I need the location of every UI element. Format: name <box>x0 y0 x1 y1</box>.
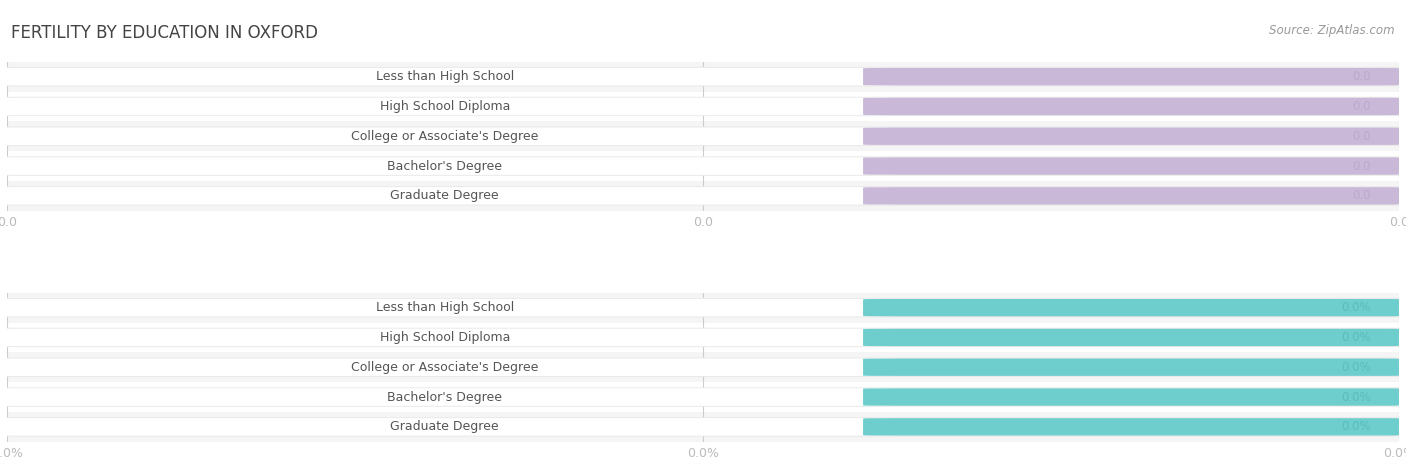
FancyBboxPatch shape <box>0 97 1406 116</box>
FancyBboxPatch shape <box>0 358 1406 377</box>
Text: 0.0: 0.0 <box>1353 100 1371 113</box>
FancyBboxPatch shape <box>863 389 1399 406</box>
Text: 0.0: 0.0 <box>1353 130 1371 143</box>
Text: 0.0%: 0.0% <box>1341 420 1371 433</box>
FancyBboxPatch shape <box>0 157 894 175</box>
Text: High School Diploma: High School Diploma <box>380 331 510 344</box>
FancyBboxPatch shape <box>0 387 1406 407</box>
Bar <box>7 62 1399 92</box>
Text: Graduate Degree: Graduate Degree <box>391 420 499 433</box>
Text: 0.0%: 0.0% <box>1341 390 1371 404</box>
FancyBboxPatch shape <box>0 388 894 406</box>
Text: College or Associate's Degree: College or Associate's Degree <box>352 130 538 143</box>
FancyBboxPatch shape <box>863 157 1399 175</box>
Bar <box>7 293 1399 323</box>
FancyBboxPatch shape <box>863 68 1399 86</box>
FancyBboxPatch shape <box>863 329 1399 346</box>
FancyBboxPatch shape <box>0 187 894 205</box>
FancyBboxPatch shape <box>0 127 894 145</box>
Text: 0.0%: 0.0% <box>1341 301 1371 314</box>
FancyBboxPatch shape <box>0 418 894 436</box>
FancyBboxPatch shape <box>0 298 1406 317</box>
Bar <box>7 382 1399 412</box>
FancyBboxPatch shape <box>0 126 1406 146</box>
Text: FERTILITY BY EDUCATION IN OXFORD: FERTILITY BY EDUCATION IN OXFORD <box>11 24 318 42</box>
FancyBboxPatch shape <box>863 187 1399 205</box>
Text: Less than High School: Less than High School <box>375 70 515 83</box>
FancyBboxPatch shape <box>863 299 1399 316</box>
Bar <box>7 323 1399 352</box>
FancyBboxPatch shape <box>0 68 894 86</box>
FancyBboxPatch shape <box>0 359 894 376</box>
FancyBboxPatch shape <box>863 98 1399 115</box>
Bar <box>7 181 1399 211</box>
FancyBboxPatch shape <box>0 417 1406 437</box>
Text: 0.0: 0.0 <box>1353 160 1371 172</box>
FancyBboxPatch shape <box>0 98 894 115</box>
Text: 0.0%: 0.0% <box>1341 331 1371 344</box>
Bar <box>7 151 1399 181</box>
FancyBboxPatch shape <box>0 328 1406 347</box>
Text: 0.0: 0.0 <box>1353 70 1371 83</box>
Text: High School Diploma: High School Diploma <box>380 100 510 113</box>
FancyBboxPatch shape <box>863 359 1399 376</box>
Text: Bachelor's Degree: Bachelor's Degree <box>387 160 502 172</box>
Text: Graduate Degree: Graduate Degree <box>391 190 499 202</box>
Text: 0.0%: 0.0% <box>1341 361 1371 374</box>
FancyBboxPatch shape <box>863 128 1399 145</box>
Bar <box>7 352 1399 382</box>
Text: Less than High School: Less than High School <box>375 301 515 314</box>
FancyBboxPatch shape <box>863 418 1399 436</box>
FancyBboxPatch shape <box>0 329 894 346</box>
FancyBboxPatch shape <box>0 299 894 316</box>
Bar <box>7 92 1399 121</box>
Text: Source: ZipAtlas.com: Source: ZipAtlas.com <box>1270 24 1395 37</box>
Text: 0.0: 0.0 <box>1353 190 1371 202</box>
Bar <box>7 121 1399 151</box>
Text: College or Associate's Degree: College or Associate's Degree <box>352 361 538 374</box>
FancyBboxPatch shape <box>0 67 1406 86</box>
FancyBboxPatch shape <box>0 186 1406 206</box>
Text: Bachelor's Degree: Bachelor's Degree <box>387 390 502 404</box>
Bar <box>7 412 1399 442</box>
FancyBboxPatch shape <box>0 156 1406 176</box>
